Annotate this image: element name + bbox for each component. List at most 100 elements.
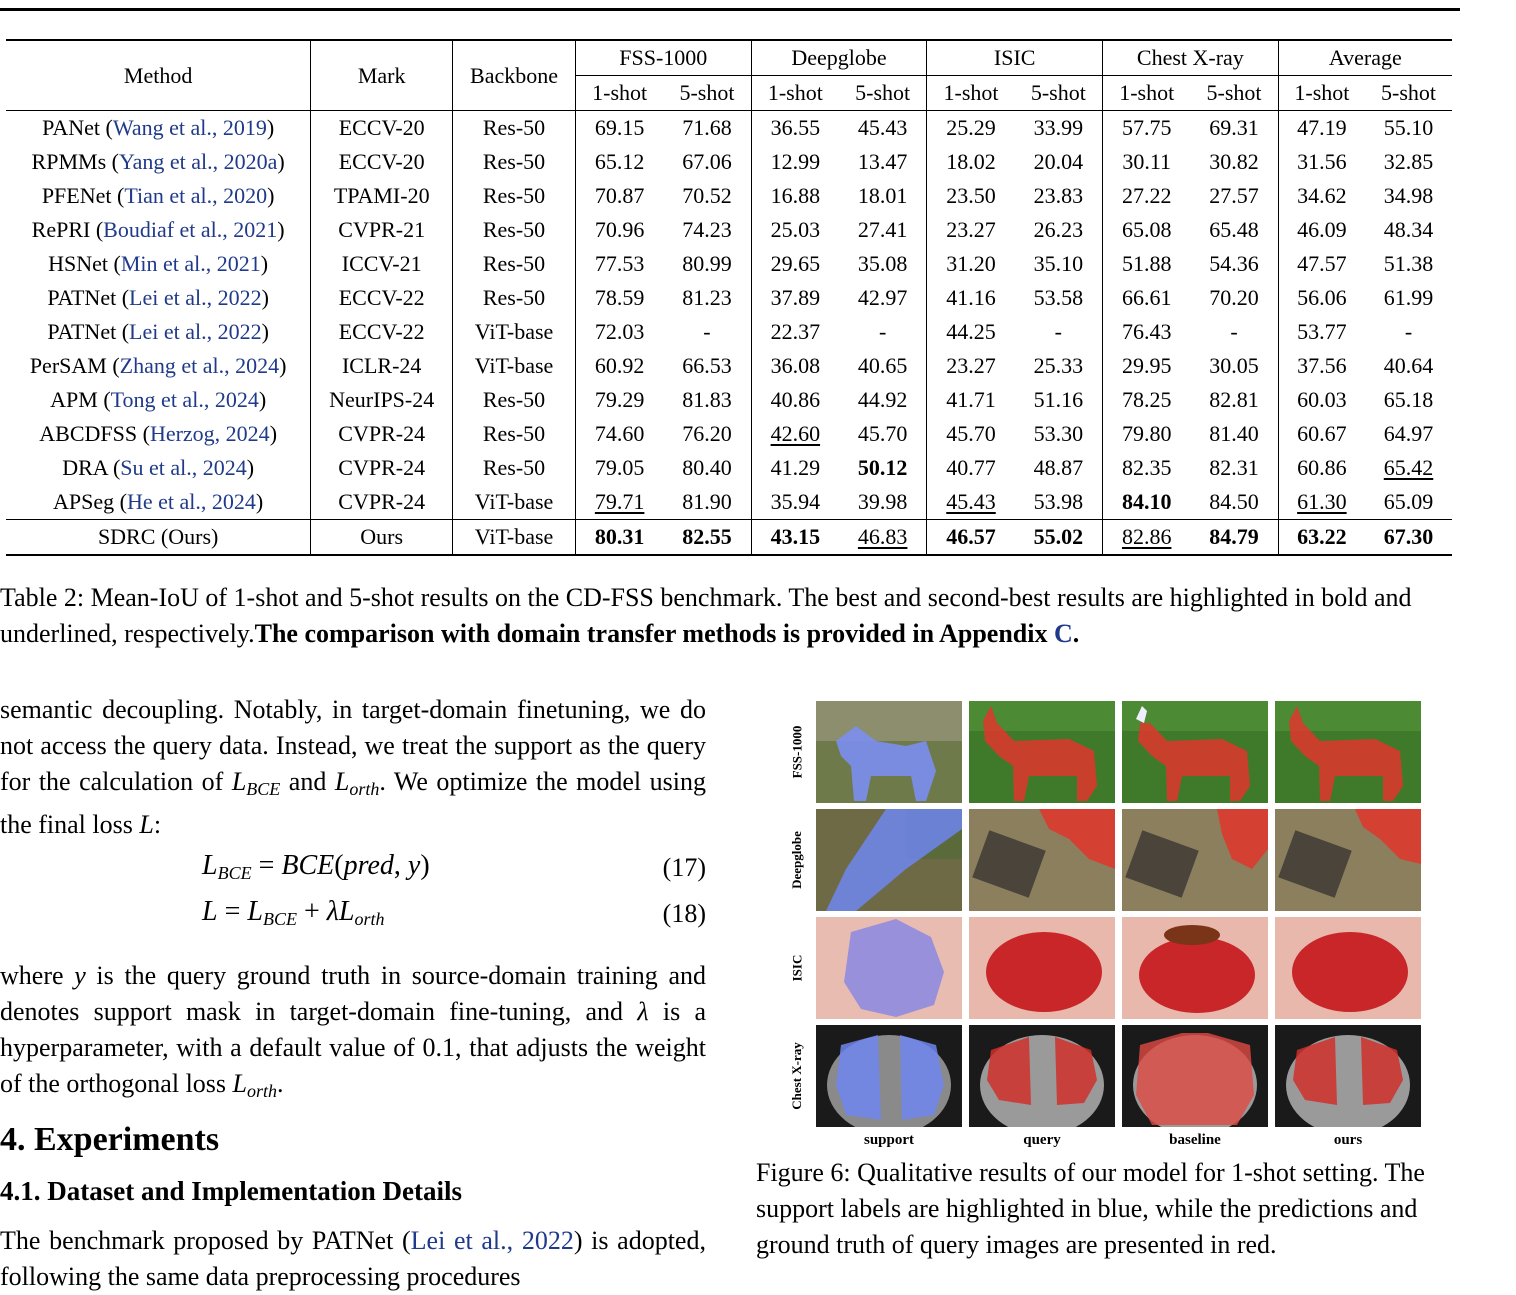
citation-link[interactable]: Lei et al., 2022: [410, 1226, 574, 1255]
header-group-isic: ISIC: [926, 39, 1104, 76]
table-row: PATNet (Lei et al., 2022) ECCV-22 ViT-base…: [6, 315, 1452, 349]
backbone-cell: Res-50: [452, 451, 576, 485]
value-cell: 69.31: [1190, 110, 1279, 145]
value-cell: 25.03: [751, 213, 839, 247]
value-text: 31.20: [946, 251, 996, 276]
value-cell: 79.05: [575, 451, 663, 485]
value-cell: 80.40: [663, 451, 752, 485]
value-cell: -: [1365, 315, 1452, 349]
isic-support-image: [816, 917, 962, 1019]
value-cell: 20.04: [1014, 145, 1104, 179]
value-text: 53.98: [1033, 489, 1084, 514]
value-cell: 60.86: [1278, 451, 1365, 485]
value-text: 56.06: [1297, 285, 1347, 310]
value-cell: 79.80: [1103, 417, 1191, 451]
value-text: 79.29: [594, 387, 645, 412]
value-cell: 81.90: [663, 485, 752, 520]
citation-link[interactable]: Lei et al., 2022: [129, 285, 262, 310]
value-text: 27.22: [1121, 183, 1172, 208]
row-label-isic: ISIC: [789, 954, 804, 982]
value-text: 22.37: [770, 319, 821, 344]
value-text: 60.92: [594, 353, 645, 378]
chest-ours-image: [1275, 1025, 1421, 1127]
value-cell: -: [663, 315, 752, 349]
citation-link[interactable]: Boudiaf et al., 2021: [103, 217, 278, 242]
value-cell: 80.99: [663, 247, 752, 281]
value-cell: 30.05: [1190, 349, 1279, 383]
citation-link[interactable]: Tong et al., 2024: [110, 387, 259, 412]
value-cell: 45.70: [838, 417, 928, 451]
table-row: PANet (Wang et al., 2019) ECCV-20 Res-50 69…: [6, 110, 1452, 145]
value-text: 84.10: [1121, 489, 1172, 514]
value-cell: 42.97: [838, 281, 928, 315]
value-text: 32.85: [1383, 149, 1434, 174]
value-text: 82.31: [1209, 455, 1259, 480]
value-cell: 30.11: [1103, 145, 1191, 179]
value-cell: 18.01: [838, 179, 928, 213]
citation-link[interactable]: Lei et al., 2022: [129, 319, 262, 344]
method-name: RePRI: [31, 217, 91, 242]
value-cell: 45.43: [927, 485, 1015, 520]
citation-link[interactable]: Zhang et al., 2024: [119, 353, 280, 378]
value-cell: 54.36: [1190, 247, 1279, 281]
citation-link[interactable]: Min et al., 2021: [120, 251, 261, 276]
value-cell: 84.50: [1190, 485, 1279, 520]
value-text: 70.96: [594, 217, 645, 242]
table-row: PATNet (Lei et al., 2022) ECCV-22 Res-50 78…: [6, 281, 1452, 315]
value-cell: 57.75: [1102, 110, 1191, 145]
value-cell: 84.79: [1190, 519, 1279, 556]
value-text: 50.12: [857, 455, 908, 480]
value-cell: 44.25: [927, 315, 1015, 349]
value-cell: 42.60: [751, 417, 839, 451]
paragraph-benchmark: The benchmark proposed by PATNet (Lei et…: [0, 1223, 706, 1295]
header-method: Method: [6, 39, 312, 111]
value-text: 27.57: [1209, 183, 1259, 208]
chest-query-image: [969, 1025, 1115, 1127]
value-cell: 55.10: [1365, 110, 1452, 145]
value-cell: 70.52: [663, 179, 752, 213]
value-cell: 27.57: [1190, 179, 1279, 213]
value-text: 70.20: [1209, 285, 1259, 310]
math-y: y: [74, 961, 86, 990]
value-cell: 29.65: [751, 247, 839, 281]
previous-caption-fragment: [0, 0, 1460, 8]
appendix-link[interactable]: C: [1054, 619, 1073, 648]
value-text: 51.16: [1033, 387, 1084, 412]
value-cell: 51.38: [1365, 247, 1452, 281]
value-text: 40.86: [770, 387, 821, 412]
table-row: APM (Tong et al., 2024) NeurIPS-24 Res-50 7…: [6, 383, 1452, 417]
value-text: 67.30: [1383, 524, 1434, 549]
method-cell: RePRI (Boudiaf et al., 2021): [6, 213, 312, 247]
p1-text-a: semantic decoupling. Notably, in target-…: [0, 695, 706, 796]
value-cell: 48.34: [1365, 213, 1452, 247]
value-cell: 65.18: [1365, 383, 1452, 417]
citation-link[interactable]: Yang et al., 2020a: [118, 149, 278, 174]
value-cell: 23.50: [927, 179, 1015, 213]
method-cell: RPMMs (Yang et al., 2020a): [6, 145, 312, 179]
value-cell: 16.88: [751, 179, 839, 213]
value-cell: 63.22: [1278, 519, 1366, 556]
citation-link[interactable]: He et al., 2024: [127, 489, 256, 514]
citation-link[interactable]: Tian et al., 2020: [124, 183, 268, 208]
citation-link[interactable]: Herzog, 2024: [149, 421, 270, 446]
p3-text-b: ) is adopted, following the same data pr…: [0, 1226, 706, 1291]
method-name: DRA: [62, 455, 108, 480]
method-cell: DRA (Su et al., 2024): [6, 451, 312, 485]
deepglobe-ours-image: [1275, 809, 1421, 911]
math-lorth-2: Lorth: [232, 1069, 278, 1101]
value-text: 47.57: [1297, 251, 1347, 276]
backbone-cell: ViT-base: [452, 485, 576, 520]
value-cell: 31.20: [927, 247, 1015, 281]
value-text: 23.27: [946, 217, 996, 242]
mark-cell: ICCV-21: [310, 247, 454, 281]
value-cell: 25.33: [1014, 349, 1104, 383]
value-text: 45.70: [857, 421, 908, 446]
value-cell: 12.99: [751, 145, 839, 179]
header-shot5: 5-shot: [663, 75, 752, 111]
value-text: 55.10: [1383, 115, 1434, 140]
value-cell: 18.02: [927, 145, 1015, 179]
citation-link[interactable]: Su et al., 2024: [120, 455, 247, 480]
table-row: APSeg (He et al., 2024) CVPR-24 ViT-base 79…: [6, 485, 1452, 520]
value-cell: 67.06: [663, 145, 752, 179]
citation-link[interactable]: Wang et al., 2019: [112, 115, 267, 140]
